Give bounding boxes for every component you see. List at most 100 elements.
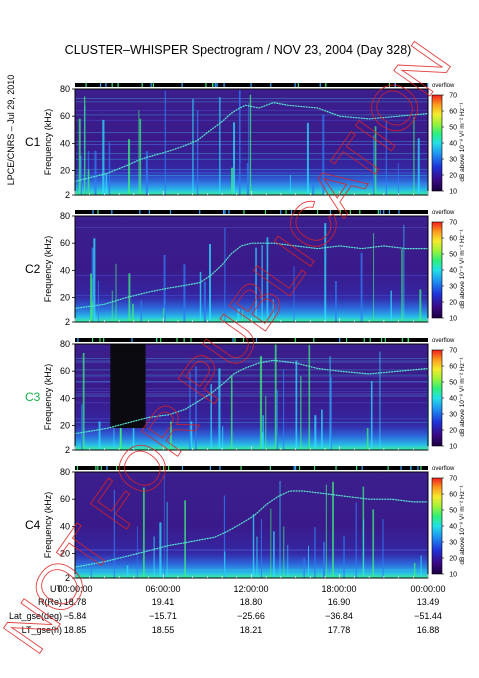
burst: [260, 519, 263, 578]
status-tick: [269, 466, 271, 470]
status-tick: [160, 338, 162, 342]
status-tick: [176, 338, 178, 342]
y-tick-label: 2: [65, 573, 70, 583]
burst: [390, 290, 392, 322]
status-tick: [77, 338, 79, 342]
status-tick: [106, 466, 108, 470]
burst: [293, 266, 295, 322]
burst: [270, 508, 272, 578]
colorbar-tick-label: 50: [449, 508, 457, 515]
ephemeris-row-label: LT_gse(h): [22, 625, 62, 635]
burst: [184, 500, 186, 578]
burst: [366, 427, 369, 450]
ephemeris-value: 18.21: [240, 625, 263, 635]
burst: [420, 555, 422, 578]
status-tick: [163, 466, 165, 470]
burst: [321, 409, 323, 450]
ephemeris-value: 18.85: [64, 625, 87, 635]
status-tick: [214, 83, 216, 87]
colorbar-tick-label: 30: [449, 284, 457, 291]
status-tick: [290, 210, 293, 214]
status-tick: [99, 83, 102, 87]
status-tick: [383, 210, 385, 214]
colorbar: [431, 221, 443, 319]
status-tick: [316, 210, 319, 214]
burst: [208, 244, 211, 322]
y-tick-label: 80: [60, 467, 70, 477]
status-tick: [285, 210, 287, 214]
status-tick: [183, 338, 185, 342]
status-tick: [313, 338, 315, 342]
spacecraft-label: C4: [25, 518, 41, 532]
status-tick: [139, 210, 141, 214]
status-tick: [329, 210, 332, 214]
y-tick-label: 20: [60, 293, 70, 303]
burst: [170, 421, 172, 450]
low-frequency-band: [75, 552, 428, 578]
plasma-frequency-line-core: [74, 490, 428, 568]
status-tick: [250, 83, 252, 87]
status-bar: [75, 210, 428, 214]
burst: [287, 544, 289, 578]
colorbar-overflow-label: overflow: [432, 83, 455, 89]
status-tick: [294, 83, 296, 87]
status-tick: [270, 83, 272, 87]
burst: [266, 237, 269, 322]
burst: [330, 377, 332, 450]
burst: [401, 249, 403, 322]
status-tick: [298, 466, 301, 470]
plasma-frequency-line-core: [74, 359, 429, 434]
burst: [262, 415, 264, 450]
burst: [105, 174, 108, 195]
status-bar: [75, 338, 428, 342]
status-tick: [294, 466, 297, 470]
status-tick: [339, 338, 341, 342]
burst: [192, 98, 194, 195]
status-tick: [264, 210, 267, 214]
burst: [83, 96, 86, 195]
burst: [90, 565, 92, 578]
colorbar-tick-label: 30: [449, 412, 457, 419]
burst: [403, 224, 405, 322]
status-tick: [369, 338, 371, 342]
y-tick-label: 20: [60, 549, 70, 559]
burst: [312, 184, 315, 195]
burst: [128, 273, 131, 322]
y-tick-label: 40: [60, 393, 70, 403]
burst: [142, 487, 145, 578]
y-tick-label: 60: [60, 366, 70, 376]
status-tick: [222, 210, 225, 214]
status-tick: [85, 83, 87, 87]
burst: [82, 352, 85, 450]
burst: [163, 308, 165, 322]
status-tick: [335, 466, 337, 470]
colorbar-tick-label: 50: [449, 125, 457, 132]
burst: [145, 151, 148, 195]
burst: [108, 142, 111, 195]
ephemeris-value: 18:00:00: [321, 584, 356, 594]
ephemeris-value: 12:00:00: [233, 584, 268, 594]
burst: [166, 501, 168, 578]
colorbar-overflow-label: overflow: [432, 338, 455, 344]
status-tick: [427, 83, 429, 87]
status-tick: [345, 338, 348, 342]
burst: [237, 308, 240, 322]
plasma-frequency-line-core: [74, 102, 429, 182]
y-tick-label: 40: [60, 138, 70, 148]
burst: [238, 90, 241, 195]
y-tick-label: 60: [60, 111, 70, 121]
burst: [199, 271, 202, 322]
y-axis-label: Frequency (kHz): [43, 109, 53, 176]
status-tick: [97, 210, 99, 214]
y-tick-label: 2: [65, 190, 70, 200]
status-tick: [223, 83, 225, 87]
status-tick: [232, 338, 234, 342]
ephemeris-value: 06:00:00: [145, 584, 180, 594]
ephemeris-value: 00:00:00: [57, 584, 92, 594]
burst: [273, 531, 275, 578]
colorbar-tick-label: 10: [449, 316, 457, 323]
status-tick: [228, 210, 230, 214]
status-tick: [349, 210, 351, 214]
burst: [363, 519, 365, 578]
y-tick-label: 80: [60, 84, 70, 94]
